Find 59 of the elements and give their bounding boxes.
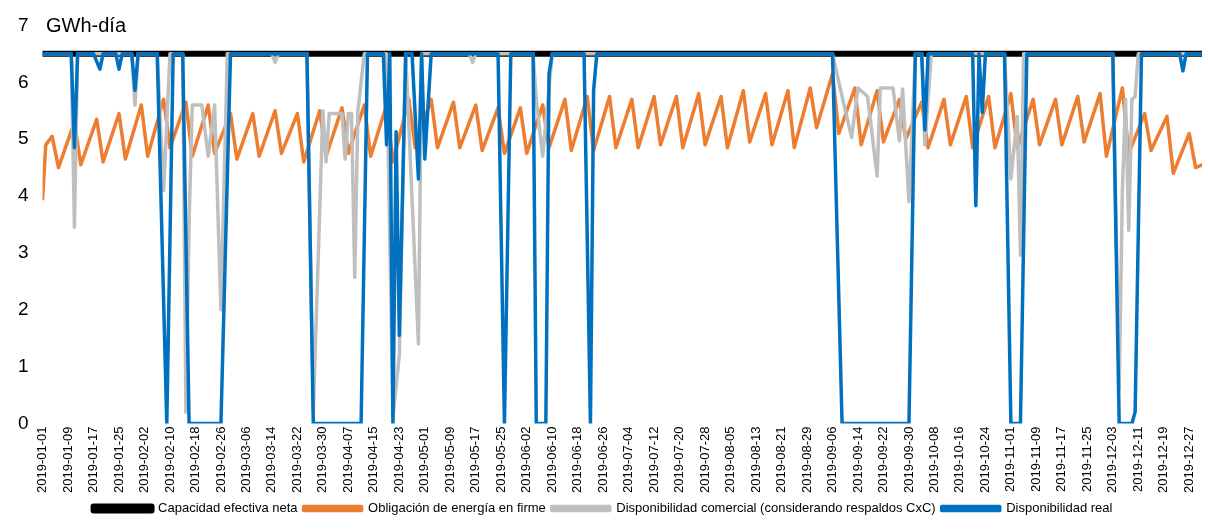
x-tick-label: 2019-03-22 [288, 426, 304, 493]
x-tick-label: 2019-07-20 [671, 426, 687, 493]
x-tick-label: 2019-04-07 [339, 426, 355, 493]
y-tick-label: 4 [17, 184, 29, 206]
x-tick-label: 2019-02-26 [212, 426, 228, 493]
x-tick-label: 2019-01-25 [110, 426, 126, 493]
x-tick-label: 2019-01-01 [34, 426, 50, 493]
x-tick-label: 2019-12-03 [1104, 426, 1120, 493]
y-tick-label: 5 [17, 127, 29, 149]
x-tick-label: 2019-05-09 [441, 426, 457, 493]
x-tick-label: 2019-08-29 [798, 426, 814, 493]
x-tick-label: 2019-01-17 [85, 426, 101, 493]
x-tick-label: 2019-06-10 [543, 426, 559, 493]
x-tick-label: 2019-11-01 [1002, 426, 1018, 493]
x-tick-label: 2019-11-25 [1078, 426, 1094, 493]
x-tick-label: 2019-09-06 [824, 426, 840, 493]
x-tick-label: 2019-06-18 [569, 426, 585, 493]
x-tick-label: 2019-08-21 [773, 426, 789, 493]
x-tick-label: 2019-10-16 [951, 426, 967, 493]
x-tick-label: 2019-05-17 [467, 426, 483, 493]
x-tick-label: 2019-02-10 [161, 426, 177, 493]
x-tick-label: 2019-03-30 [314, 426, 330, 493]
y-tick-label: 2 [17, 297, 29, 319]
y-tick-label: 0 [17, 411, 29, 433]
x-tick-label: 2019-10-24 [976, 426, 992, 493]
x-tick-label: 2019-09-30 [900, 426, 916, 493]
x-tick-label: 2019-06-26 [594, 426, 610, 493]
x-tick-label: 2019-07-04 [620, 426, 636, 493]
x-tick-label: 2019-11-09 [1027, 426, 1043, 493]
y-tick-label: 1 [17, 354, 29, 376]
legend-label: Disponibilidad comercial (considerando respaldos CxC) [616, 500, 936, 516]
x-tick-label: 2019-04-15 [365, 426, 381, 493]
x-tick-label: 2019-02-02 [136, 426, 152, 493]
x-tick-label: 2019-12-11 [1129, 426, 1145, 493]
x-tick-label: 2019-08-13 [747, 426, 763, 493]
y-axis-title: GWh-día [44, 14, 129, 36]
x-tick-label: 2019-05-01 [416, 426, 432, 493]
x-tick-label: 2019-09-22 [875, 426, 891, 493]
y-tick-label: 6 [17, 70, 29, 92]
x-tick-label: 2019-06-02 [518, 426, 534, 493]
y-tick-label: 3 [17, 241, 29, 263]
x-tick-label: 2019-11-17 [1053, 426, 1069, 493]
legend-label: Disponibilidad real [1006, 500, 1113, 516]
x-tick-label: 2019-09-14 [849, 426, 865, 493]
x-tick-label: 2019-02-18 [187, 426, 203, 493]
x-tick-label: 2019-12-27 [1180, 426, 1196, 493]
x-tick-label: 2019-03-14 [263, 426, 279, 493]
y-tick-label: 7 [17, 13, 29, 35]
x-tick-label: 2019-01-09 [59, 426, 75, 493]
legend-label: Obligación de energía en firme [368, 500, 546, 516]
x-tick-label: 2019-07-28 [696, 426, 712, 493]
x-tick-label: 2019-07-12 [645, 426, 661, 493]
x-tick-label: 2019-12-19 [1155, 426, 1171, 493]
x-tick-label: 2019-10-08 [926, 426, 942, 493]
legend-label: Capacidad efectiva neta [158, 500, 299, 516]
x-tick-label: 2019-05-25 [492, 426, 508, 493]
x-tick-label: 2019-03-06 [238, 426, 253, 493]
x-tick-label: 2019-08-05 [722, 426, 738, 493]
x-tick-label: 2019-04-23 [390, 426, 406, 493]
